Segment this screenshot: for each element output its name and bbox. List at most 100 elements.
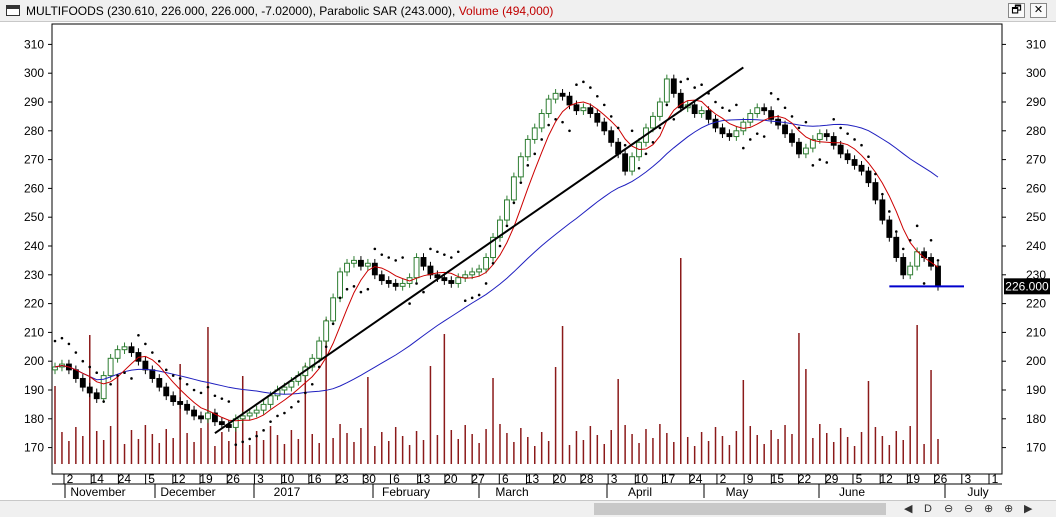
candle-body (830, 136, 837, 146)
candle-body (921, 251, 928, 259)
sar-dot (686, 77, 690, 81)
y-tick-label-left: 250 (24, 210, 44, 224)
x-day-label: 10 (281, 472, 295, 486)
sar-dot (359, 290, 363, 294)
candle-body (351, 259, 357, 264)
candle-body (677, 92, 684, 109)
candle-body (726, 133, 733, 138)
candle-body (497, 219, 503, 238)
x-month-label: May (726, 485, 749, 499)
x-day-label: 26 (227, 472, 241, 486)
title-main: MULTIFOODS (230.610, 226.000, 226.000, -… (26, 4, 456, 18)
x-day-label: 27 (471, 472, 485, 486)
sar-dot (220, 397, 224, 400)
x-day-label: 9 (747, 472, 754, 486)
x-day-label: 20 (553, 472, 567, 486)
x-month-label: June (839, 485, 865, 499)
candle-body (768, 110, 775, 120)
candle-body (239, 415, 246, 420)
sar-dot (908, 238, 912, 242)
y-tick-label-right: 310 (1026, 37, 1046, 51)
candle-body (107, 357, 114, 377)
sar-dot (463, 299, 467, 303)
sar-dot (116, 374, 119, 377)
sar-dot (303, 391, 307, 395)
chart-area[interactable]: 170 170 180 180 190 190 200 200 210 210 220 220 230 2… (0, 22, 1056, 500)
x-day-label: 26 (934, 472, 948, 486)
sar-dot (519, 181, 523, 184)
candle-body (469, 271, 476, 276)
sar-dot (742, 146, 745, 150)
candle-body (531, 127, 538, 140)
zoom-icon-1[interactable]: ⊖ (944, 503, 954, 515)
sar-dot (276, 414, 279, 418)
candle-body (79, 377, 86, 388)
candle-body (121, 346, 128, 351)
candle-body (156, 377, 163, 388)
horizontal-scrollbar[interactable]: ◀ D ⊖ ⊖ ⊕ ⊕ ▶ (0, 500, 1056, 517)
zoom-icon-2[interactable]: ⊖ (964, 503, 974, 515)
sar-dot (290, 405, 293, 409)
sar-dot (338, 296, 342, 300)
sar-dot (164, 368, 168, 372)
y-tick-label-right: 170 (1026, 441, 1046, 455)
zoom-icon-4[interactable]: ⊕ (1004, 503, 1014, 515)
candle-body (364, 262, 371, 267)
y-tick-label-left: 220 (24, 297, 44, 311)
x-month-label: July (967, 485, 988, 499)
sar-dot (248, 437, 251, 441)
candle-body (170, 395, 177, 403)
x-day-label: 10 (635, 472, 649, 486)
candle-body (851, 159, 858, 166)
x-day-label: 20 (444, 472, 458, 486)
candle-body (128, 346, 135, 354)
x-day-label: 24 (689, 472, 703, 486)
sar-dot (748, 138, 752, 141)
sar-dot (575, 83, 578, 87)
sar-dot (825, 161, 829, 164)
candle-body (448, 280, 455, 284)
candle-body (837, 144, 844, 155)
sar-dot (547, 123, 550, 127)
y-tick-label-right: 260 (1026, 181, 1046, 195)
x-day-label: 12 (172, 472, 186, 486)
next-icon[interactable]: ▶ (1024, 503, 1033, 515)
sar-dot (665, 103, 669, 107)
zoom-icon-3[interactable]: ⊕ (984, 503, 994, 515)
candle-body (865, 170, 872, 184)
sar-dot (672, 117, 676, 121)
restore-button[interactable]: 🗗 (1008, 3, 1025, 18)
sar-dot (310, 382, 314, 386)
x-day-label: 28 (580, 472, 594, 486)
close-button[interactable]: ✕ (1030, 3, 1047, 18)
candle-body (670, 78, 677, 94)
sar-dot (929, 238, 933, 242)
sar-dot (213, 394, 217, 398)
candle-body (907, 265, 914, 276)
candle-body (93, 392, 100, 400)
x-day-label: 12 (879, 472, 893, 486)
sar-dot (616, 126, 620, 130)
candle-body (650, 115, 656, 129)
prev-icon[interactable]: ◀ (904, 503, 913, 515)
last-price-label: 226.000 (1005, 279, 1049, 293)
x-month-label: February (382, 485, 430, 499)
sar-dot (832, 117, 836, 121)
x-day-label: 22 (798, 472, 812, 486)
x-day-label: 13 (417, 472, 431, 486)
candle-body (629, 156, 636, 172)
candle-body (789, 133, 795, 143)
ma-short-line (54, 99, 939, 422)
candle-body (434, 274, 441, 279)
scroll-thumb[interactable] (594, 503, 886, 515)
sar-dot (881, 192, 884, 196)
sar-dot (936, 259, 940, 262)
draw-icon[interactable]: D (924, 503, 932, 515)
candle-body (879, 199, 886, 221)
sar-dot (658, 126, 662, 130)
candle-body (886, 219, 893, 238)
sar-dot (839, 126, 842, 130)
x-month-label: March (495, 485, 528, 499)
y-tick-label-left: 290 (24, 95, 44, 109)
